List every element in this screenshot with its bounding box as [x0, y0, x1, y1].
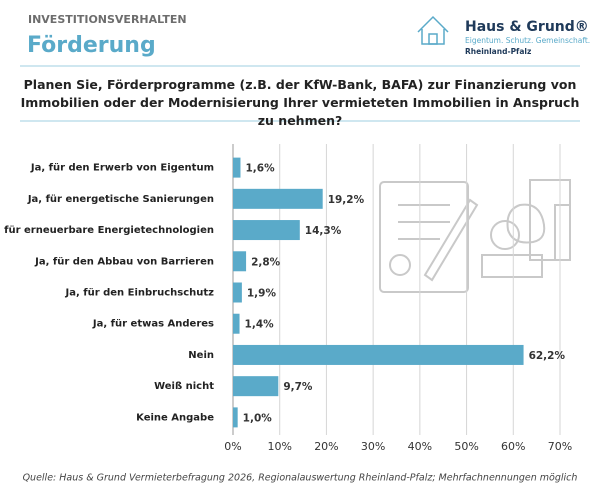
illustration — [379, 179, 571, 293]
category-label: Keine Angabe — [136, 412, 214, 423]
value-label: 2,8% — [251, 256, 281, 268]
logo-tagline: Eigentum. Schutz. Gemeinschaft. — [465, 36, 590, 45]
bar — [233, 251, 247, 272]
value-label: 1,6% — [245, 163, 275, 175]
category-label: Ja, für den Abbau von Barrieren — [34, 256, 214, 267]
logo-icon — [417, 15, 449, 45]
category-label: Weiß nicht — [154, 381, 214, 392]
question: Planen Sie, Förderprogramme (z.B. der Kf… — [20, 77, 580, 128]
category-label: Ja, für etwas Anderes — [92, 319, 214, 330]
bar — [233, 220, 300, 241]
x-tick-label: 60% — [501, 440, 525, 453]
x-tick-label: 10% — [267, 440, 291, 453]
bar — [233, 376, 279, 397]
bar — [233, 344, 524, 365]
value-label: 14,3% — [305, 225, 342, 237]
bar — [233, 282, 242, 303]
kicker: INVESTITIONSVERHALTEN — [28, 13, 187, 26]
category-label: Ja, für erneuerbare Energietechnologien — [0, 225, 214, 236]
bar — [233, 157, 241, 178]
x-tick-label: 50% — [454, 440, 478, 453]
bar — [233, 188, 323, 209]
value-label: 1,0% — [243, 412, 273, 424]
logo-region: Rheinland-Pfalz — [465, 47, 531, 56]
logo-name: Haus & Grund® — [465, 19, 589, 35]
value-label: 19,2% — [328, 194, 365, 206]
x-tick-label: 40% — [408, 440, 432, 453]
value-label: 62,2% — [529, 350, 566, 362]
category-label: Nein — [188, 350, 214, 361]
value-label: 1,4% — [245, 319, 275, 331]
x-tick-label: 30% — [361, 440, 385, 453]
source: Quelle: Haus & Grund Vermieterbefragung … — [23, 473, 578, 484]
chart-title: Förderung — [27, 33, 156, 58]
bar — [233, 407, 238, 428]
x-tick-label: 70% — [548, 440, 572, 453]
x-tick-label: 20% — [314, 440, 338, 453]
value-label: 9,7% — [283, 381, 313, 393]
bar — [233, 313, 240, 334]
category-label: Ja, für den Erwerb von Eigentum — [30, 163, 214, 174]
value-label: 1,9% — [247, 288, 277, 300]
category-label: Ja, für den Einbruchschutz — [64, 288, 214, 299]
category-label: Ja, für energetische Sanierungen — [27, 194, 214, 205]
x-tick-label: 0% — [224, 440, 241, 453]
